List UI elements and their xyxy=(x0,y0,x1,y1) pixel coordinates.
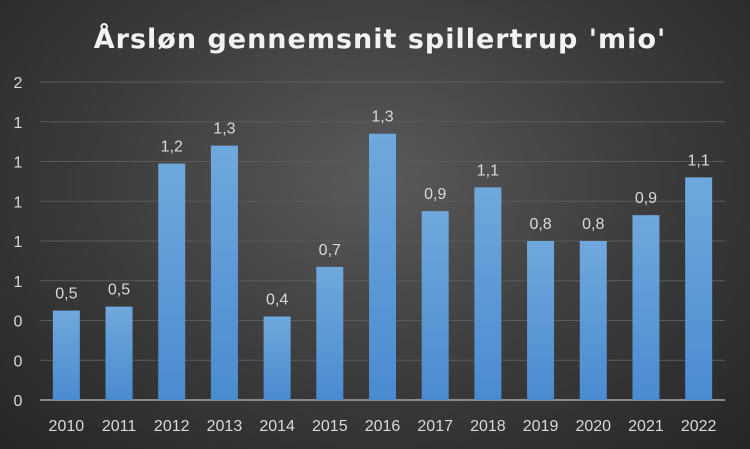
data-label: 0,9 xyxy=(424,186,446,203)
data-label: 0,7 xyxy=(319,242,341,259)
bar-2022 xyxy=(685,177,713,400)
bar-2020 xyxy=(579,241,607,400)
x-tick-label: 2010 xyxy=(49,418,85,435)
bar-2013 xyxy=(210,145,238,400)
y-tick-label: 0 xyxy=(14,393,23,410)
y-tick-label: 2 xyxy=(14,75,23,92)
y-tick-label: 1 xyxy=(14,155,23,172)
x-tick-label: 2021 xyxy=(628,418,664,435)
data-label: 1,3 xyxy=(371,109,393,126)
y-tick-label: 1 xyxy=(14,194,23,211)
bar-2014 xyxy=(263,316,291,400)
bar-2015 xyxy=(316,266,344,400)
data-label: 0,8 xyxy=(529,216,551,233)
bar-2016 xyxy=(369,133,396,401)
data-label: 1,1 xyxy=(688,152,710,169)
bar-2011 xyxy=(105,306,133,400)
data-label: 0,4 xyxy=(266,292,288,309)
data-label: 0,9 xyxy=(635,190,657,207)
y-tick-label: 0 xyxy=(14,314,23,331)
y-tick-label: 1 xyxy=(14,274,23,291)
data-label: 1,2 xyxy=(161,138,183,155)
data-label: 1,1 xyxy=(477,162,499,179)
y-tick-label: 1 xyxy=(14,234,23,251)
data-label: 0,5 xyxy=(55,286,77,303)
x-tick-label: 2017 xyxy=(417,418,453,435)
data-label: 1,3 xyxy=(213,121,235,138)
x-tick-label: 2012 xyxy=(154,418,190,435)
data-label: 0,8 xyxy=(582,216,604,233)
bar-2019 xyxy=(527,241,555,400)
x-tick-label: 2014 xyxy=(259,418,295,435)
y-tick-label: 0 xyxy=(14,353,23,370)
bar-2021 xyxy=(632,215,660,400)
x-tick-label: 2015 xyxy=(312,418,348,435)
x-tick-label: 2013 xyxy=(207,418,243,435)
x-tick-label: 2020 xyxy=(575,418,611,435)
x-tick-label: 2011 xyxy=(102,418,137,435)
x-tick-label: 2019 xyxy=(523,418,559,435)
x-tick-label: 2018 xyxy=(470,418,506,435)
bar-2018 xyxy=(474,187,502,400)
x-tick-label: 2022 xyxy=(681,418,717,435)
chart-title: Årsløn gennemsnit spillertrup 'mio' xyxy=(94,23,667,55)
bar-2010 xyxy=(52,310,80,400)
x-tick-label: 2016 xyxy=(365,418,401,435)
bar-2012 xyxy=(158,163,186,400)
y-tick-label: 1 xyxy=(14,115,23,132)
bar-2017 xyxy=(421,211,449,400)
data-label: 0,5 xyxy=(108,282,130,299)
